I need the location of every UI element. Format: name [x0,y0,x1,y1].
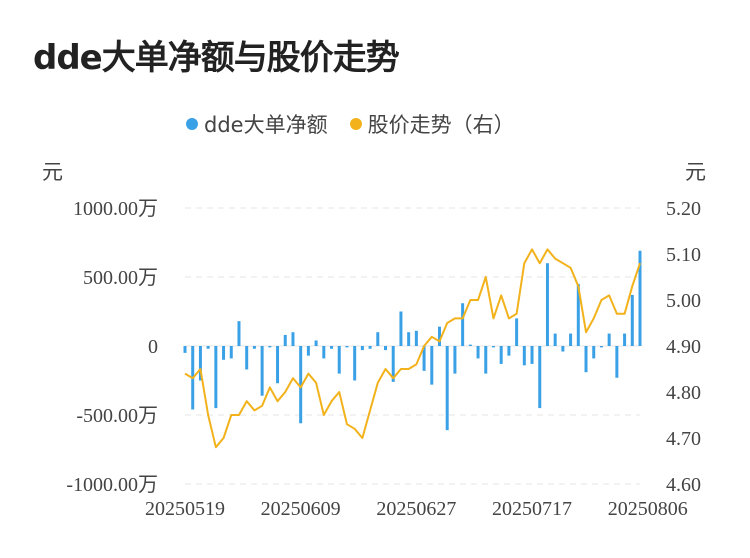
dde-bar [430,346,434,385]
x-tick-label: 20250609 [261,498,341,520]
dde-bar [260,346,264,396]
dde-bar [522,346,526,366]
right-axis-unit: 元 [685,160,706,184]
dde-bar [306,346,310,356]
dde-bar [468,344,472,346]
dde-bar [229,346,233,359]
dde-bar [484,346,488,374]
dde-bar [553,333,557,346]
dde-bar [445,346,449,431]
right-tick-label: 4.60 [666,474,701,496]
dde-bar [561,346,565,352]
left-tick-label: 1000.00万 [73,198,158,220]
dde-bar [183,346,187,353]
chart-title: dde大单净额与股价走势 [33,38,400,78]
dde-bar [337,346,341,374]
left-tick-label: 0 [148,336,158,358]
dde-bar [630,294,634,346]
dde-bar [276,346,280,384]
dde-bar [584,346,588,373]
left-axis-unit: 元 [42,160,63,184]
legend-dot-price [349,118,362,130]
right-tick-label: 5.00 [666,290,701,312]
dde-bar [491,346,495,348]
price-line [184,248,641,449]
x-axis-ticks: 20250519 20250609 20250627 20250717 20250806 [145,498,688,520]
right-tick-label: 5.10 [666,244,701,266]
dde-bar [569,333,573,346]
dde-bar [330,346,334,349]
dde-bar [399,311,403,346]
dde-bar [384,346,388,351]
dde-bar [499,346,503,364]
right-tick-label: 4.80 [666,382,701,404]
left-axis-ticks: 1000.00万 500.00万 0 -500.00万 -1000.00万 [66,198,158,496]
dde-bar [507,346,511,356]
dde-bar [615,346,619,378]
dde-bar [576,283,580,346]
right-tick-label: 4.90 [666,336,701,358]
dde-bar [607,333,611,346]
right-tick-label: 4.70 [666,428,701,450]
dde-bar [314,340,318,346]
dde-bar [245,346,249,370]
dde-bar [206,346,210,349]
right-tick-label: 5.20 [666,198,701,220]
dde-bar [515,318,519,346]
dde-bar [214,346,218,409]
line-series [184,248,641,449]
dde-bar [283,334,287,346]
dde-bar [345,346,349,348]
dde-bar [545,263,549,346]
dde-bar [299,346,303,424]
right-axis-ticks: 5.20 5.10 5.00 4.90 4.80 4.70 4.60 [666,198,701,496]
dde-bar [422,346,426,371]
dde-bar [237,321,241,346]
left-tick-label: -1000.00万 [66,474,158,496]
bar-series [183,250,642,431]
x-tick-label: 20250806 [608,498,688,520]
dde-bar [461,303,465,346]
dde-bar [252,346,256,349]
dde-bar [599,346,603,348]
left-tick-label: 500.00万 [83,267,158,289]
dde-bar [368,346,372,349]
legend-item-price[interactable]: 股价走势（右） [349,109,515,139]
dde-bar [414,330,418,346]
dde-bar [538,346,542,409]
x-tick-label: 20250519 [145,498,225,520]
dde-bar [353,346,357,381]
dde-bar [198,346,202,381]
dde-bar [453,346,457,374]
left-tick-label: -500.00万 [76,405,158,427]
x-tick-label: 20250717 [492,498,572,520]
legend-dot-dde [186,118,198,130]
dde-bar [476,346,480,359]
x-tick-label: 20250627 [376,498,456,520]
dde-bar [407,332,411,346]
dde-bar [360,346,364,351]
legend-item-dde[interactable]: dde大单净额 [186,109,328,139]
dde-bar [623,333,627,346]
dde-bar [291,332,295,346]
legend-label-price: 股价走势（右） [367,113,515,137]
dde-bar [638,250,642,346]
dde-bar [322,346,326,359]
legend-label-dde: dde大单净额 [204,113,328,137]
dde-bar [376,332,380,346]
dde-bar [530,346,534,364]
dde-bar [592,346,596,359]
legend: dde大单净额 股价走势（右） [186,110,537,138]
dde-bar [222,346,226,360]
dde-bar [268,346,272,348]
dde-bar [437,326,441,346]
dde-bar [391,346,395,382]
